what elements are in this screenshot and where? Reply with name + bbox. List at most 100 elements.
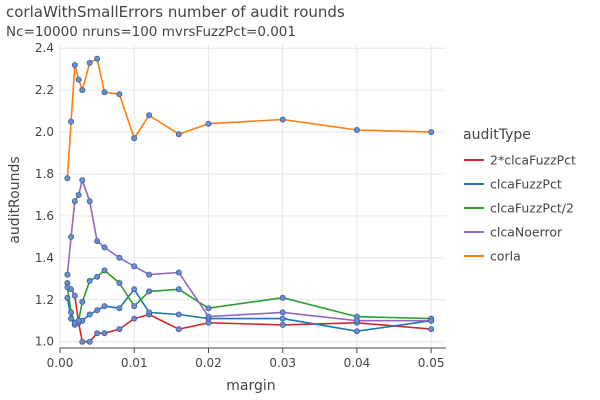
x-axis-title: margin <box>226 378 275 394</box>
legend[interactable]: auditType 2*clcaFuzzPct clcaFuzzPct clcaFu… <box>463 127 576 264</box>
legend-label: 2*clcaFuzzPct <box>490 153 576 168</box>
data-point-clcafuzzpct[interactable] <box>131 286 138 293</box>
data-point-clcafuzzpct-2[interactable] <box>146 288 153 295</box>
data-point-corla[interactable] <box>175 131 182 138</box>
y-tick-label: 1.4 <box>35 251 54 265</box>
x-tick-label: 0.01 <box>121 356 148 370</box>
data-point-clcafuzzpct-2[interactable] <box>75 317 82 324</box>
legend-item-clcafuzzpct[interactable]: clcaFuzzPct <box>464 177 562 192</box>
data-point-corla[interactable] <box>71 62 78 69</box>
data-point-clcafuzzpct-2[interactable] <box>279 294 286 301</box>
y-tick-label: 1.0 <box>35 335 54 349</box>
data-point-clcafuzzpct[interactable] <box>86 311 93 318</box>
data-point-clcafuzzpct-2[interactable] <box>86 277 93 284</box>
data-point-clcanoerror[interactable] <box>353 317 360 324</box>
chart-subtitle: Nc=10000 nruns=100 mvrsFuzzPct=0.001 <box>6 24 296 40</box>
data-point-2-clcafuzzpct[interactable] <box>86 338 93 345</box>
data-point-clcanoerror[interactable] <box>146 271 153 278</box>
data-point-clcanoerror[interactable] <box>131 263 138 270</box>
x-tick-label: 0.03 <box>269 356 296 370</box>
data-point-corla[interactable] <box>68 118 75 125</box>
data-point-2-clcafuzzpct[interactable] <box>94 330 101 337</box>
data-point-clcafuzzpct-2[interactable] <box>94 273 101 280</box>
data-point-clcafuzzpct-2[interactable] <box>64 284 71 291</box>
data-point-clcafuzzpct[interactable] <box>353 328 360 335</box>
data-point-2-clcafuzzpct[interactable] <box>116 326 123 333</box>
legend-label: corla <box>490 249 521 264</box>
y-tick-label: 1.8 <box>35 167 54 181</box>
x-tick-label: 0.04 <box>344 356 371 370</box>
data-point-corla[interactable] <box>205 120 212 127</box>
x-tick-label: 0.02 <box>195 356 222 370</box>
data-point-corla[interactable] <box>94 55 101 62</box>
data-point-2-clcafuzzpct[interactable] <box>279 321 286 328</box>
data-point-clcafuzzpct-2[interactable] <box>175 286 182 293</box>
data-point-clcafuzzpct[interactable] <box>101 303 108 310</box>
data-point-clcafuzzpct-2[interactable] <box>116 279 123 286</box>
data-point-clcafuzzpct-2[interactable] <box>205 305 212 312</box>
data-point-clcafuzzpct[interactable] <box>68 315 75 322</box>
data-point-clcafuzzpct-2[interactable] <box>101 267 108 274</box>
data-point-corla[interactable] <box>79 87 86 94</box>
data-point-2-clcafuzzpct[interactable] <box>101 330 108 337</box>
legend-title: auditType <box>463 127 531 143</box>
data-point-clcanoerror[interactable] <box>101 244 108 251</box>
data-point-clcanoerror[interactable] <box>205 313 212 320</box>
axes: 1.0 1.2 1.4 1.6 1.8 2.0 2.2 2.4 0.00 0.01 0.02 0.03… <box>35 41 446 370</box>
plot-area <box>64 55 435 345</box>
series-line-clcanoerror <box>66 179 432 322</box>
chart-title: corlaWithSmallErrors number of audit rou… <box>6 3 345 21</box>
data-point-2-clcafuzzpct[interactable] <box>131 315 138 322</box>
data-point-corla[interactable] <box>64 175 71 182</box>
data-point-clcafuzzpct[interactable] <box>279 315 286 322</box>
legend-item-clcanoerror[interactable]: clcaNoerror <box>464 225 563 240</box>
series-line-corla <box>66 57 432 179</box>
data-point-clcafuzzpct-2[interactable] <box>68 309 75 316</box>
data-point-2-clcafuzzpct[interactable] <box>79 338 86 345</box>
y-axis-title: auditRounds <box>7 156 23 243</box>
data-point-corla[interactable] <box>131 135 138 142</box>
legend-label: clcaNoerror <box>490 225 563 240</box>
data-point-corla[interactable] <box>75 76 82 83</box>
grid <box>59 44 446 348</box>
data-point-2-clcafuzzpct[interactable] <box>71 292 78 299</box>
data-point-clcanoerror[interactable] <box>175 269 182 276</box>
data-point-clcanoerror[interactable] <box>79 177 86 184</box>
data-point-corla[interactable] <box>116 91 123 98</box>
data-point-corla[interactable] <box>353 127 360 134</box>
data-point-clcanoerror[interactable] <box>64 271 71 278</box>
data-point-clcanoerror[interactable] <box>116 254 123 261</box>
data-point-clcafuzzpct[interactable] <box>94 307 101 314</box>
y-tick-label: 2.2 <box>35 83 54 97</box>
y-tick-label: 1.6 <box>35 209 54 223</box>
data-point-corla[interactable] <box>428 129 435 136</box>
data-point-clcafuzzpct[interactable] <box>175 311 182 318</box>
data-point-corla[interactable] <box>101 89 108 96</box>
data-point-clcanoerror[interactable] <box>94 238 101 245</box>
data-point-corla[interactable] <box>146 112 153 119</box>
data-point-clcafuzzpct-2[interactable] <box>131 303 138 310</box>
data-point-clcanoerror[interactable] <box>71 198 78 205</box>
data-point-2-clcafuzzpct[interactable] <box>175 326 182 333</box>
y-tick-label: 2.0 <box>35 125 54 139</box>
data-point-clcanoerror[interactable] <box>86 198 93 205</box>
data-point-clcanoerror[interactable] <box>68 233 75 240</box>
data-point-clcafuzzpct-2[interactable] <box>79 298 86 305</box>
data-point-clcanoerror[interactable] <box>279 309 286 316</box>
data-point-corla[interactable] <box>279 116 286 123</box>
y-tick-label: 1.2 <box>35 293 54 307</box>
legend-item-clcafuzzpct-2[interactable]: clcaFuzzPct/2 <box>464 201 574 216</box>
legend-label: clcaFuzzPct/2 <box>490 201 574 216</box>
data-point-clcafuzzpct[interactable] <box>146 309 153 316</box>
data-point-clcafuzzpct[interactable] <box>116 305 123 312</box>
y-tick-label: 2.4 <box>35 41 54 55</box>
data-point-2-clcafuzzpct[interactable] <box>428 326 435 333</box>
legend-item-2-clcafuzzpct[interactable]: 2*clcaFuzzPct <box>464 153 576 168</box>
data-point-clcanoerror[interactable] <box>428 317 435 324</box>
series-line-2-clcafuzzpct <box>66 282 432 343</box>
data-point-corla[interactable] <box>86 59 93 66</box>
data-point-clcanoerror[interactable] <box>75 191 82 198</box>
data-point-clcafuzzpct[interactable] <box>64 294 71 301</box>
legend-item-corla[interactable]: corla <box>464 249 521 264</box>
